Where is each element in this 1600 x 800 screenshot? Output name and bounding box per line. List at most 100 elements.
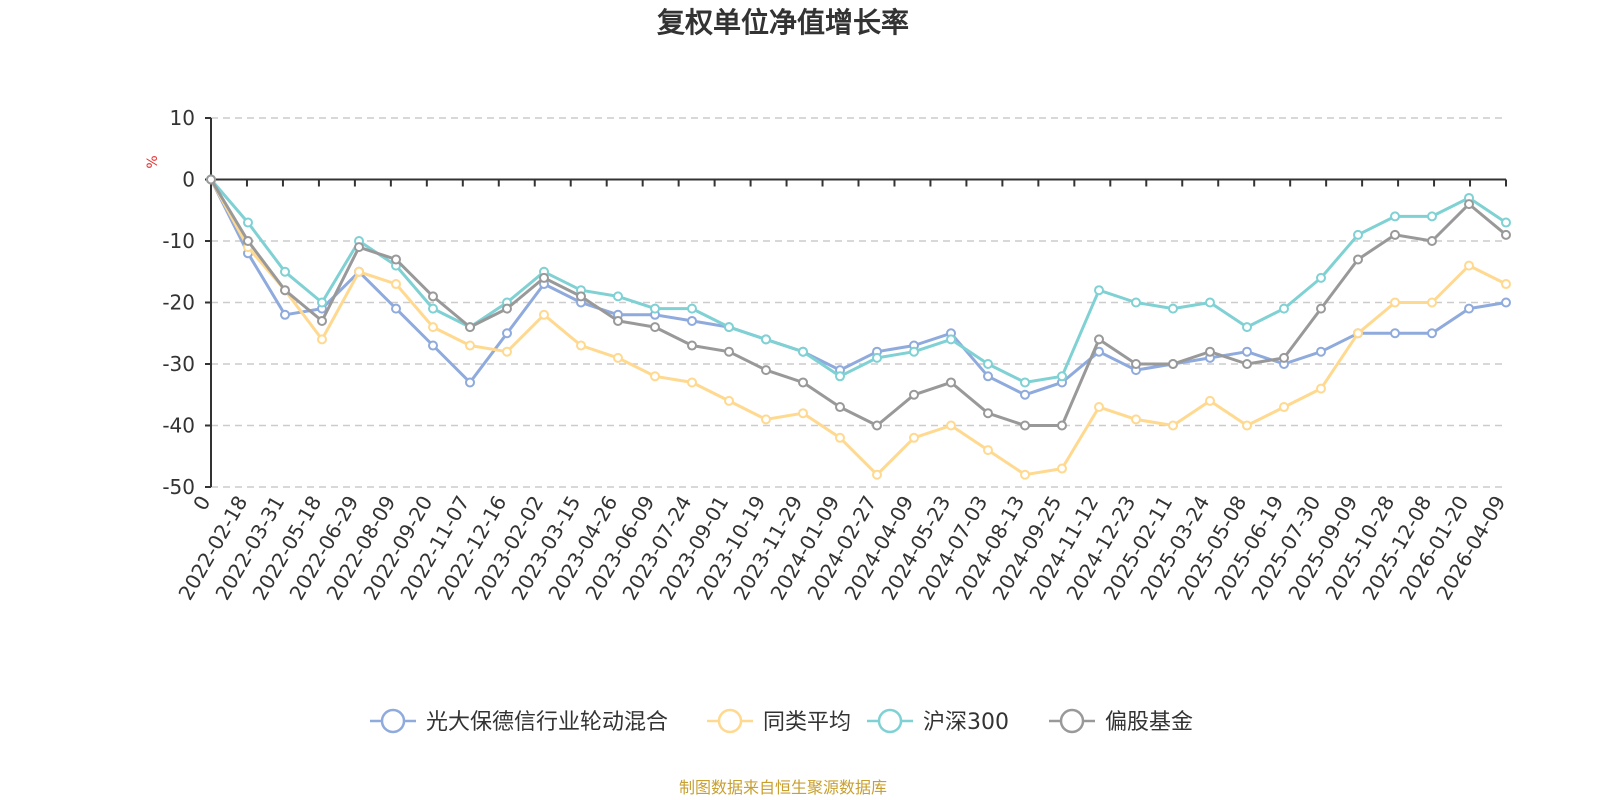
series-2-point [280,266,290,277]
series-1-point [354,266,364,277]
series-2-point [1020,377,1030,388]
y-tick-label: -40 [162,414,195,438]
series-1-point [1279,402,1289,413]
series-3-point [1131,359,1141,369]
series-0-point [1501,297,1511,308]
series-3-point [687,340,697,351]
series-0-point [502,328,512,339]
series-line-1 [209,178,1507,477]
series-2-point [1390,211,1400,222]
series-2-point [872,352,882,363]
series-3-point [243,236,253,246]
series-3-point [798,377,808,388]
series-2-point [243,217,253,228]
series-line-2 [209,178,1507,384]
series-0-point [280,309,290,320]
series-1-point [1205,395,1215,406]
series-2-point [1316,272,1326,283]
legend-label: 同类平均 [763,710,851,735]
series-3-point [1242,359,1252,369]
series-1-point [724,395,734,406]
y-tick-label: -50 [162,475,195,499]
series-1-point [465,340,475,351]
series-1-point [539,309,549,320]
series-line-0 [209,178,1507,397]
series-3-point [835,402,845,413]
series-0-point [983,371,993,382]
series-1-point [428,322,438,333]
x-tick-labels: 02022-02-182022-03-312022-05-182022-06-2… [173,492,1510,605]
series-lines [206,174,1511,480]
legend-item-0[interactable]: 光大保德信行业轮动混合 [370,708,668,735]
series-3-point [1353,254,1363,265]
legend-label: 光大保德信行业轮动混合 [426,710,668,735]
series-2-point [1094,285,1104,296]
series-0-point [428,340,438,351]
legend-label: 沪深300 [923,710,1009,735]
series-2-point [1427,211,1437,222]
series-2-point [1205,297,1215,308]
series-1-point [1427,297,1437,308]
series-3-point [1057,420,1067,431]
series-2-point [650,303,660,314]
legend-item-2[interactable]: 沪深300 [867,708,1009,735]
series-1-point [1353,328,1363,339]
series-3-point [280,285,290,296]
series-0-point [1316,346,1326,357]
series-3-point [1205,346,1215,357]
legend[interactable]: 光大保德信行业轮动混合 同类平均 沪深300 偏股基金 [370,708,1193,735]
y-tick-label: -20 [162,291,195,315]
series-1-point [1316,383,1326,394]
series-3-point [983,408,993,419]
series-3-point [354,242,364,253]
series-2-point [983,359,993,369]
y-tick-label: -30 [162,352,195,376]
series-2-point [909,346,919,357]
series-3-point [650,322,660,333]
x-tick-label: 0 [188,492,215,515]
series-1-point [1168,420,1178,431]
legend-item-1[interactable]: 同类平均 [707,708,851,735]
series-0-point [465,377,475,388]
series-3-point [946,377,956,388]
series-3-point [613,315,623,326]
series-0-point [391,303,401,314]
y-tick-label: -10 [162,229,195,253]
y-tick-label: 0 [182,168,195,192]
series-3-point [1316,303,1326,314]
series-2-point [761,334,771,345]
series-1-point [1131,414,1141,425]
chart-title: 复权单位净值增长率 [657,6,909,39]
series-1-point [761,414,771,425]
legend-item-3[interactable]: 偏股基金 [1049,708,1193,735]
series-3-point [1020,420,1030,431]
y-tick-label: 10 [170,106,195,130]
series-3-point [1168,359,1178,369]
series-2-point [317,297,327,308]
series-1-point [798,408,808,419]
series-1-point [650,371,660,382]
series-1-point [983,445,993,456]
series-1-point [835,432,845,443]
series-1-point [946,420,956,431]
legend-label: 偏股基金 [1105,710,1193,735]
series-3-point [428,291,438,302]
series-3-point [502,303,512,314]
series-1-point [317,334,327,345]
series-3-point [1094,334,1104,345]
series-0-point [1390,328,1400,339]
series-1-point [687,377,697,388]
series-2-point [1131,297,1141,308]
series-3-point [761,365,771,376]
series-3-point [1390,229,1400,240]
series-3-point [1464,199,1474,210]
series-3-point [317,315,327,326]
series-2-point [946,334,956,345]
series-1-point [909,432,919,443]
series-3-point [872,420,882,431]
series-2-point [1242,322,1252,333]
series-2-point [687,303,697,314]
legend-circle-icon [380,708,406,734]
series-2-point [1501,217,1511,228]
series-3-point [1427,236,1437,246]
